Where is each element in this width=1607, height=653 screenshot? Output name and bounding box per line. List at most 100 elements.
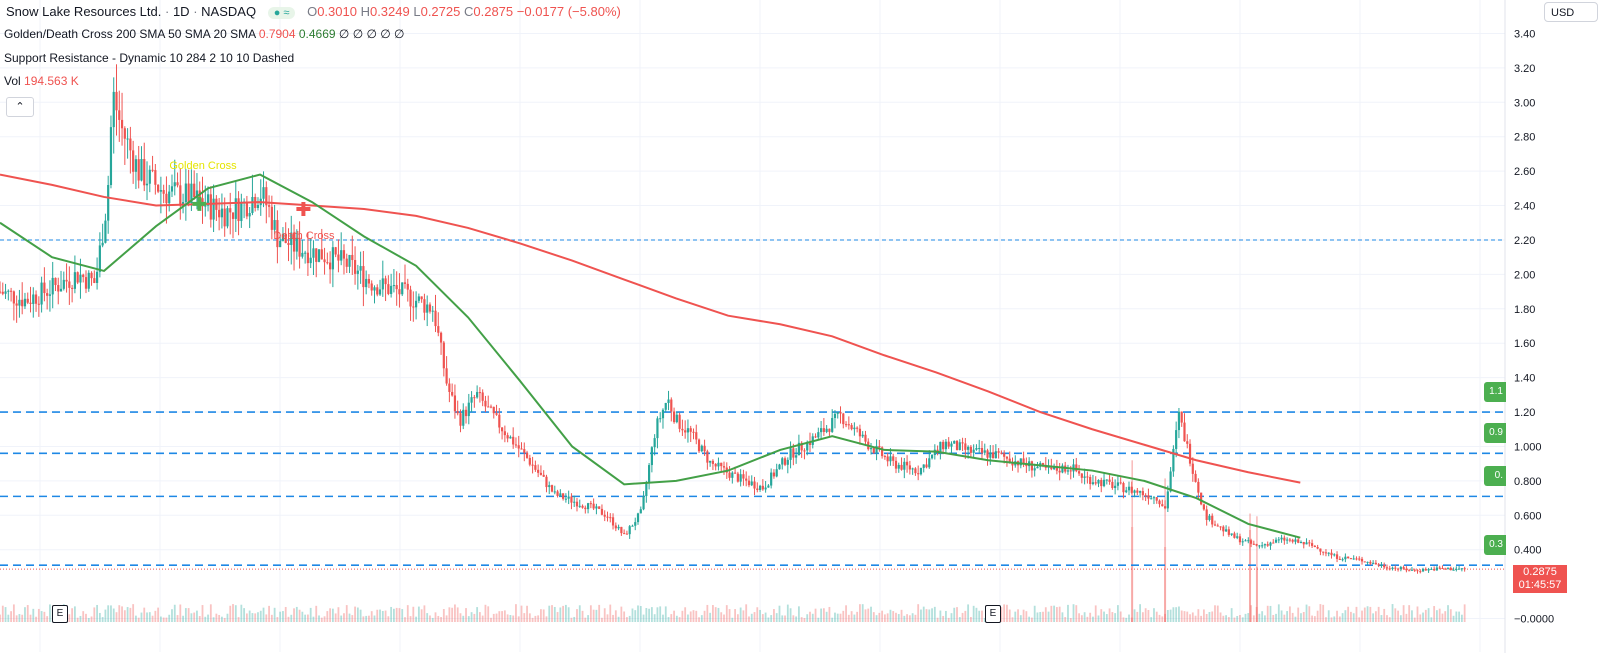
- volume-bar: [1363, 607, 1366, 622]
- volume-bar: [1008, 609, 1011, 622]
- candle-body: [43, 282, 46, 294]
- volume-bar: [1166, 610, 1169, 622]
- candle-body: [1114, 485, 1117, 488]
- volume-bar: [1305, 604, 1308, 622]
- candle-body: [453, 395, 457, 412]
- candle-body: [98, 245, 101, 272]
- volume-legend[interactable]: Vol 194.563 K: [4, 74, 79, 88]
- volume-bar: [828, 606, 831, 622]
- volume-bar: [187, 608, 190, 622]
- candle-body: [406, 283, 409, 290]
- volume-bar: [1072, 604, 1075, 622]
- volume-bar: [409, 616, 412, 622]
- volume-bar: [950, 613, 953, 622]
- volume-bar: [653, 614, 656, 622]
- candle-body: [395, 285, 398, 290]
- volume-bar: [1272, 614, 1275, 622]
- volume-bars: [0, 460, 1466, 622]
- candle-body: [1310, 543, 1314, 546]
- golden-cross-label: Golden Cross: [169, 160, 237, 172]
- volume-bar: [917, 604, 920, 622]
- volume-bar: [326, 611, 329, 622]
- candle-body: [1355, 558, 1358, 560]
- volume-bar: [162, 617, 165, 622]
- volume-bar: [645, 608, 648, 622]
- candle-body: [595, 506, 598, 509]
- volume-bar: [695, 610, 698, 622]
- candle-body: [409, 289, 412, 307]
- volume-bar: [958, 617, 961, 622]
- candle-body: [892, 456, 895, 461]
- candle-body: [783, 458, 787, 465]
- y-tick-label: 0.400: [1514, 545, 1542, 557]
- candle-body: [1277, 539, 1280, 541]
- candle-body: [1111, 481, 1114, 488]
- volume-bar: [542, 609, 545, 622]
- candle-body: [334, 247, 337, 255]
- volume-bar: [956, 607, 958, 622]
- volume-bar: [431, 617, 434, 622]
- volume-bar: [1044, 607, 1047, 622]
- y-tick-label: 2.60: [1514, 166, 1535, 178]
- candle-body: [473, 397, 476, 399]
- symbol-legend[interactable]: Snow Lake Resources Ltd. · 1D · NASDAQ ●…: [6, 4, 621, 19]
- earnings-flag[interactable]: E: [52, 605, 68, 623]
- candle-body: [1238, 536, 1242, 543]
- volume-bar: [1128, 614, 1130, 622]
- candle-body: [559, 493, 562, 496]
- volume-bar: [725, 605, 728, 622]
- volume-bar: [562, 605, 565, 622]
- volume-bar: [1205, 613, 1208, 622]
- candle-body: [1252, 543, 1255, 545]
- candle-body: [545, 476, 548, 488]
- candle-body: [659, 418, 662, 420]
- candle-body: [1175, 430, 1178, 449]
- candle-body: [29, 302, 32, 304]
- market-status-badge[interactable]: ● ≈: [267, 7, 296, 19]
- volume-bar: [176, 615, 179, 622]
- volume-bar: [1302, 611, 1305, 622]
- candle-body: [387, 284, 390, 294]
- volume-bar: [967, 604, 970, 622]
- currency-select[interactable]: USD: [1544, 2, 1598, 22]
- volume-bar: [1247, 613, 1250, 622]
- gdc-legend[interactable]: Golden/Death Cross 200 SMA 50 SMA 20 SMA…: [4, 27, 405, 41]
- candle-body: [703, 445, 706, 452]
- candle-body: [1366, 561, 1369, 563]
- sr-legend[interactable]: Support Resistance - Dynamic 10 284 2 10…: [4, 51, 294, 65]
- volume-bar: [1036, 612, 1039, 622]
- candle-body: [46, 293, 49, 296]
- candle-body: [589, 503, 592, 505]
- volume-bar: [209, 604, 212, 622]
- candle-body: [1141, 491, 1144, 496]
- volume-bar: [795, 616, 798, 622]
- earnings-flag[interactable]: E: [985, 605, 1001, 623]
- last-price-value: 0.2875: [1523, 566, 1557, 578]
- volume-bar: [720, 612, 723, 622]
- chevron-up-icon[interactable]: ⌃: [6, 97, 34, 117]
- volume-bar: [282, 611, 284, 622]
- volume-bar: [226, 613, 229, 622]
- candle-body: [359, 266, 362, 271]
- volume-bar: [426, 613, 429, 622]
- candle-body: [1410, 569, 1414, 571]
- high-value: 0.3249: [369, 4, 410, 19]
- candle-body: [672, 411, 676, 423]
- candle-body: [256, 204, 260, 209]
- volume-bar: [315, 605, 318, 622]
- volume-bar: [1064, 617, 1067, 622]
- golden-cross-marker: [192, 196, 207, 211]
- volume-bar: [1133, 609, 1136, 622]
- candle-body: [1100, 479, 1103, 487]
- volume-bar: [1405, 613, 1408, 622]
- candle-body: [1396, 568, 1400, 570]
- candle-body: [1094, 482, 1097, 484]
- volume-bar: [1089, 612, 1092, 622]
- candle-body: [858, 428, 862, 437]
- volume-bar: [1366, 606, 1369, 622]
- candle-body: [403, 282, 407, 284]
- volume-bar: [343, 613, 345, 622]
- volume-bar: [592, 609, 595, 622]
- candle-body: [512, 436, 515, 445]
